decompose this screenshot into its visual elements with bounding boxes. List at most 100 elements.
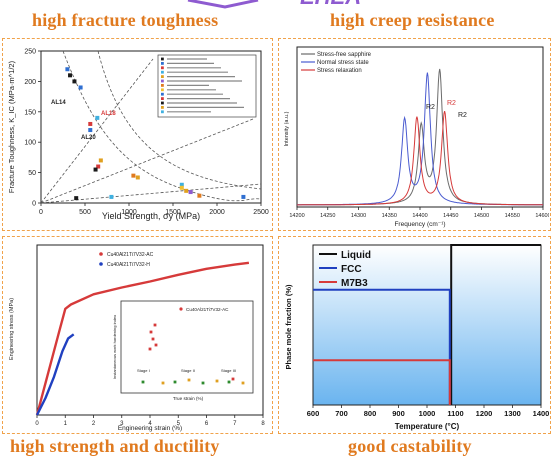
inset-point (153, 323, 157, 327)
fracture-point (93, 167, 98, 172)
inset-point (201, 381, 205, 385)
inset-legend: Cu40Al21Ti7V32-AC (186, 307, 229, 312)
inset-ylabel: Instantaneous work hardening index (112, 315, 117, 379)
cast-xlabel: Temperature (°C) (395, 422, 460, 431)
fracture-ytick-label: 0 (32, 201, 36, 208)
strength-series-line (35, 261, 250, 416)
creep-legend: Stress-free sapphire Normal stress state… (301, 52, 372, 74)
fracture-point (65, 67, 70, 72)
peak-label-r2-1: R2 (426, 104, 435, 111)
fracture-point (78, 85, 83, 90)
fracture-xtick-label: 2000 (209, 209, 225, 216)
inset-point (215, 379, 219, 383)
fracture-point (179, 182, 184, 187)
fracture-point (131, 173, 136, 178)
fracture-point (135, 175, 140, 180)
fracture-point (188, 190, 193, 195)
legend-stress-relax: Stress relaxation (317, 68, 362, 74)
panel-castability: 600 700 800 900 1000 1100 1200 1300 1400 Liquid … (278, 236, 551, 434)
inset-point (149, 330, 153, 334)
strength-xtick-label: 6 (205, 421, 209, 427)
guide-line (40, 58, 154, 204)
legend-normal-stress: Normal stress state (317, 60, 369, 66)
fracture-legend-marker (161, 101, 164, 105)
fracture-point (88, 128, 93, 133)
guide-curve (97, 50, 262, 190)
title-fracture: high fracture toughness (32, 10, 219, 30)
creep-series-line (297, 72, 543, 206)
legend-h: Cu40Al21Ti7V32-H (107, 262, 150, 268)
title-strength: high strength and ductility (10, 436, 220, 456)
creep-series-line (297, 68, 543, 206)
fracture-ylabel: Fracture Toughness, K_IC (MPa·m^1/2) (7, 60, 16, 193)
cast-xtick-label: 1300 (504, 409, 521, 418)
fracture-xtick-label: 1000 (121, 209, 137, 216)
fracture-legend-marker (161, 106, 164, 109)
fracture-point (98, 158, 103, 163)
strength-xtick-label: 4 (148, 421, 152, 427)
fracture-xtick-label: 2500 (253, 209, 269, 216)
stage-label-3: Stage III (221, 368, 236, 373)
title-creep: high creep resistance (330, 10, 495, 30)
fracture-xtick-label: 500 (79, 209, 91, 216)
cast-xtick-label: 900 (392, 409, 405, 418)
peak-label-r2-3: R2 (458, 112, 467, 119)
creep-ylabel: Intensity (a.u.) (284, 111, 290, 146)
fracture-legend-marker (161, 75, 164, 78)
strength-xtick-label: 5 (177, 421, 181, 427)
annotation-al14: AL14 (51, 100, 66, 106)
banner-logo: EHEA (187, 0, 361, 9)
cast-legend: Liquid FCC M7B3 (319, 250, 371, 289)
strength-xtick-label: 3 (120, 421, 124, 427)
strength-chart: 0 1 2 3 4 5 6 7 8 Cu40Al21Ti7V32-AC Cu40Al21Ti7V… (9, 244, 265, 432)
fracture-point (109, 194, 114, 199)
fracture-point (68, 73, 73, 78)
fracture-point (74, 196, 79, 201)
strength-ylabel: Engineering stress (MPa) (9, 298, 15, 360)
creep-chart: 14200 14250 14300 14350 14400 14450 14500 14550… (284, 46, 551, 228)
fracture-ytick-label: 50 (28, 170, 36, 177)
creep-series-line (297, 110, 543, 206)
fracture-point (88, 121, 93, 126)
fracture-legend-marker (161, 79, 164, 83)
fracture-ytick-label: 100 (24, 140, 36, 147)
title-castability: good castability (348, 436, 472, 456)
legend-stress-free: Stress-free sapphire (317, 52, 372, 58)
cast-ylabel: Phase mole fraction (%) (284, 284, 293, 370)
fracture-legend-marker (161, 66, 164, 70)
strength-xtick-label: 0 (35, 421, 39, 427)
fracture-point (241, 194, 246, 199)
cast-xtick-label: 1200 (476, 409, 493, 418)
legend-fcc: FCC (341, 264, 362, 275)
stage-label-1: Stage I (137, 368, 150, 373)
annotation-al18: AL18 (101, 111, 116, 117)
strength-xtick-label: 1 (64, 421, 68, 427)
castability-chart: 600 700 800 900 1000 1100 1200 1300 1400 Liquid … (284, 244, 549, 431)
fracture-legend-marker (161, 84, 164, 87)
inset-point (154, 343, 158, 347)
inset-point (173, 380, 177, 384)
fracture-ytick-label: 250 (24, 49, 36, 56)
fracture-point (72, 79, 77, 84)
fracture-chart: 0 500 1000 1500 2000 2500 0 50 100 150 200 250 AL14… (7, 49, 269, 222)
fracture-legend-marker (161, 92, 164, 96)
creep-xtick-label: 14250 (320, 213, 335, 219)
cast-xtick-label: 700 (335, 409, 348, 418)
fracture-legend-marker (161, 97, 164, 100)
strength-xtick-label: 7 (233, 421, 237, 427)
inset-point (227, 380, 231, 384)
fracture-point (179, 185, 184, 190)
fracture-legend-marker (161, 110, 164, 114)
creep-xtick-label: 14450 (443, 213, 458, 219)
banner-text: EHEA (300, 0, 361, 9)
fracture-point (95, 115, 100, 120)
strength-inset: Cu40Al21Ti7V32-AC Stage I Stage II Stage… (112, 300, 254, 401)
fracture-legend-marker (161, 88, 164, 92)
fracture-legend-marker (161, 70, 164, 74)
cast-series-line (450, 244, 541, 405)
strength-xlabel: Engineering strain (%) (118, 425, 182, 432)
cast-xtick-label: 1100 (447, 409, 463, 418)
creep-xlabel: Frequency (cm⁻¹) (394, 221, 445, 228)
inset-point (161, 381, 165, 385)
guide-curve (62, 50, 262, 202)
